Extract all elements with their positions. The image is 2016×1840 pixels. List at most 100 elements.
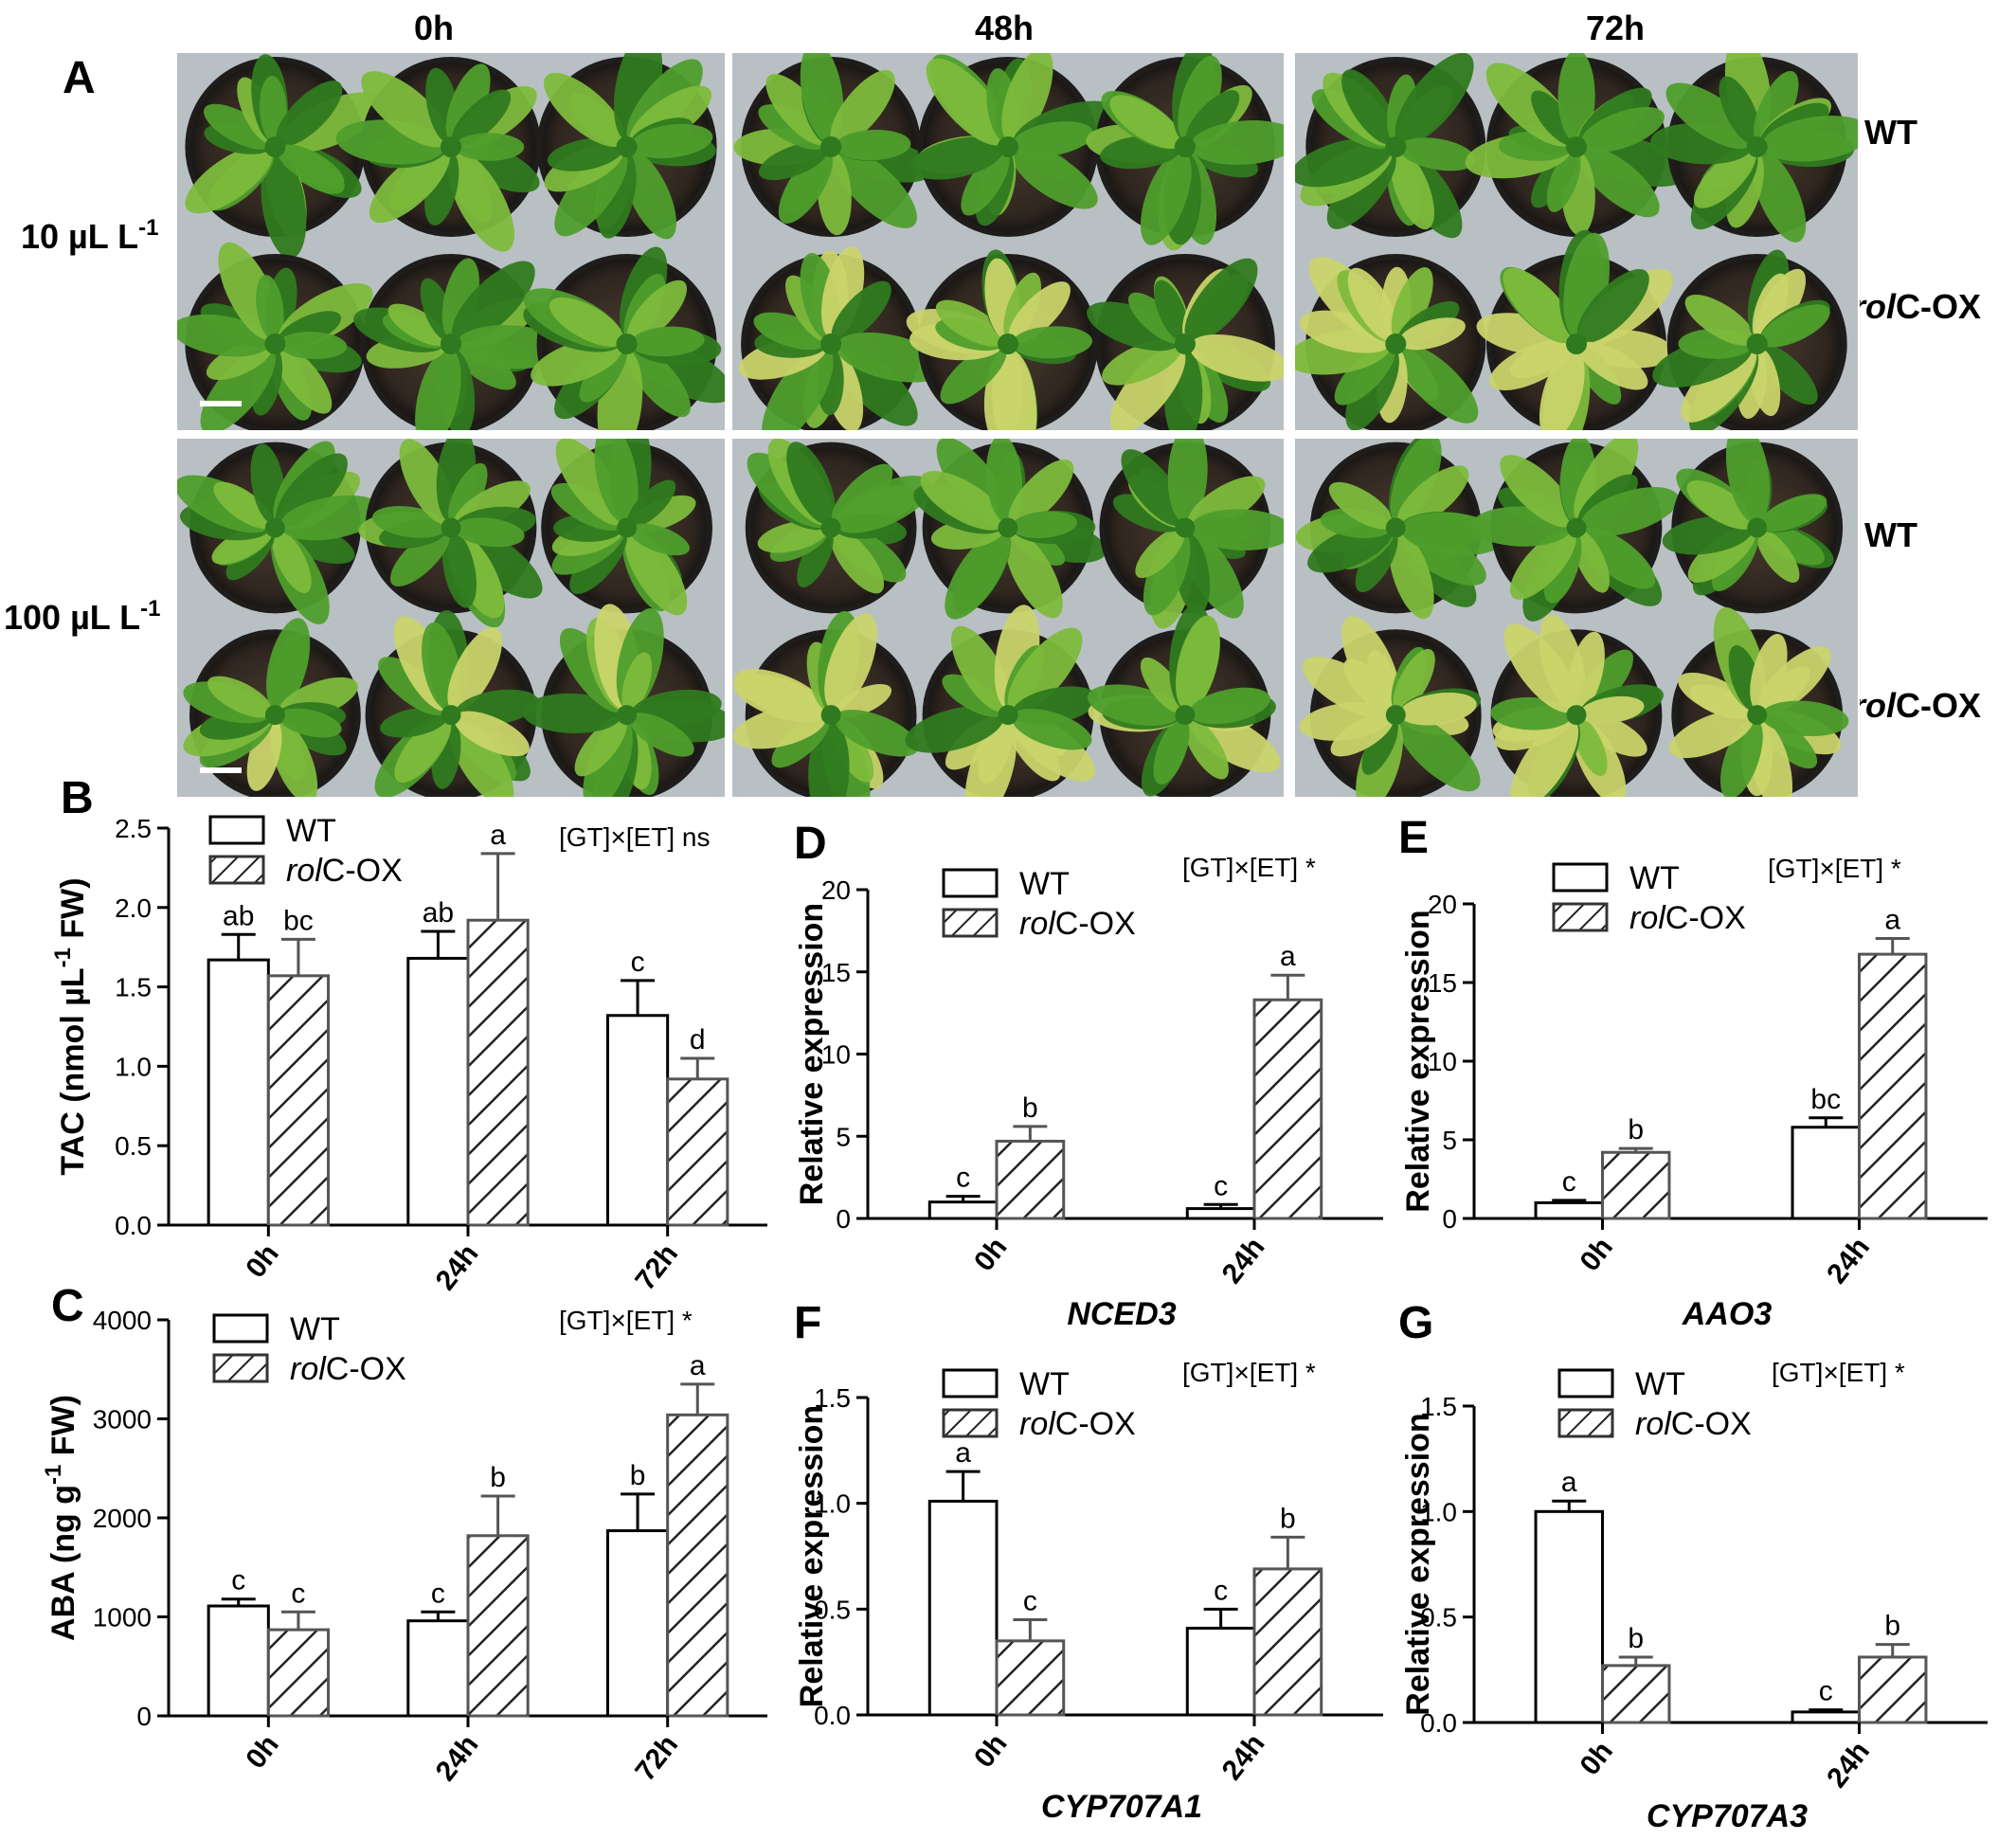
x-tick-label: 0h bbox=[1574, 1736, 1619, 1781]
bar-wt-0h bbox=[1534, 1509, 1605, 1724]
legend-swatch-wt bbox=[212, 1313, 269, 1344]
y-tick-label: 2000 bbox=[93, 1504, 152, 1533]
significance-letter: d bbox=[690, 1024, 706, 1055]
significance-letter: c bbox=[1562, 1166, 1576, 1198]
time-label-72h: 72h bbox=[1586, 9, 1645, 47]
x-axis-label: CYP707A1 bbox=[1041, 1789, 1202, 1825]
y-tick-label: 4000 bbox=[93, 1306, 152, 1335]
y-tick-label: 0.5 bbox=[814, 1595, 851, 1624]
x-tick-label: 0h bbox=[240, 1729, 285, 1775]
photo-cell bbox=[1293, 437, 1860, 799]
y-tick-label: 1.5 bbox=[814, 1383, 851, 1413]
significance-letter: b bbox=[490, 1462, 506, 1493]
concentration-row-100: 100 µL L-1 bbox=[4, 596, 160, 637]
bar-rolc-24h bbox=[1858, 1655, 1928, 1724]
interaction-annotation: [GT]×[ET] * bbox=[1182, 1358, 1316, 1387]
significance-letter: a bbox=[690, 1350, 706, 1381]
bar-rolc-0h bbox=[995, 1139, 1066, 1220]
y-tick-label: 0 bbox=[1442, 1204, 1457, 1234]
legend-label-rolc: rolC-OX bbox=[1019, 1406, 1136, 1442]
y-tick-label: 10 bbox=[821, 1040, 851, 1070]
y-tick-label: 3000 bbox=[93, 1405, 152, 1434]
legend-label-wt: WT bbox=[1635, 1366, 1685, 1402]
significance-letter: a bbox=[1884, 905, 1900, 936]
y-tick-label: 10 bbox=[1428, 1047, 1457, 1076]
panel-letter-g: G bbox=[1398, 1298, 1433, 1348]
panel-letter-d: D bbox=[794, 819, 827, 869]
genotype-label-rolc-top: rolC-OX bbox=[1852, 287, 1981, 326]
legend-swatch-wt bbox=[942, 1368, 999, 1398]
interaction-annotation: [GT]×[ET] * bbox=[1772, 1358, 1905, 1387]
bar-wt-24h bbox=[406, 956, 470, 1227]
x-tick-label: 24h bbox=[430, 1238, 485, 1296]
legend-label-wt: WT bbox=[290, 1311, 340, 1347]
y-tick-label: 2.5 bbox=[115, 814, 152, 843]
y-tick-label: 1.0 bbox=[115, 1052, 152, 1081]
bar-rolc-0h bbox=[266, 1628, 331, 1718]
genotype-label-rolc-bottom: rolC-OX bbox=[1852, 686, 1981, 725]
legend-swatch-wt bbox=[1552, 862, 1609, 893]
y-tick-label: 20 bbox=[1428, 890, 1457, 919]
x-tick-label: 0h bbox=[968, 1728, 1014, 1774]
bar-wt-0h bbox=[927, 1499, 999, 1717]
legend-swatch-rolc bbox=[942, 1408, 999, 1438]
y-tick-label: 5 bbox=[836, 1122, 851, 1151]
y-tick-label: 0.0 bbox=[814, 1701, 851, 1730]
legend-swatch-wt bbox=[942, 868, 999, 898]
legend-label-wt: WT bbox=[1019, 1366, 1070, 1402]
bar-rolc-24h bbox=[1252, 998, 1323, 1220]
x-tick-label: 24h bbox=[430, 1729, 485, 1787]
significance-letter: c bbox=[1819, 1676, 1833, 1707]
legend-label-rolc: rolC-OX bbox=[1629, 900, 1746, 936]
x-axis-label: CYP707A3 bbox=[1647, 1798, 1808, 1834]
legend-swatch-wt bbox=[208, 815, 265, 845]
genotype-label-wt-top: WT bbox=[1864, 113, 1917, 152]
interaction-annotation: [GT]×[ET] * bbox=[1182, 853, 1316, 882]
panel-letter-c: C bbox=[51, 1281, 84, 1331]
significance-letter: ab bbox=[423, 897, 454, 929]
bar-rolc-24h bbox=[1858, 952, 1928, 1220]
y-tick-label: 0.0 bbox=[115, 1211, 152, 1240]
bar-wt-24h bbox=[406, 1619, 470, 1718]
photo-cell bbox=[175, 437, 727, 799]
legend-label-wt: WT bbox=[286, 813, 336, 849]
bar-wt-0h bbox=[927, 1200, 999, 1220]
legend-label-rolc: rolC-OX bbox=[1019, 906, 1136, 942]
significance-letter: c bbox=[956, 1163, 970, 1194]
interaction-annotation: [GT]×[ET] * bbox=[559, 1306, 693, 1335]
significance-letter: bc bbox=[1810, 1084, 1841, 1115]
panel-letter-b: B bbox=[61, 773, 94, 823]
significance-letter: c bbox=[1214, 1170, 1228, 1201]
bar-rolc-24h bbox=[1252, 1567, 1323, 1717]
y-axis-label: Relative expression bbox=[794, 903, 830, 1205]
concentration-row-10: 10 µL L-1 bbox=[21, 215, 158, 256]
panel-letter-f: F bbox=[794, 1298, 821, 1348]
bar-rolc-24h bbox=[466, 1534, 530, 1718]
significance-letter: bc bbox=[283, 905, 314, 936]
photo-cell bbox=[1293, 51, 1860, 432]
y-tick-label: 0.5 bbox=[115, 1131, 152, 1161]
legend-label-wt: WT bbox=[1019, 866, 1070, 902]
y-tick-label: 0.5 bbox=[1420, 1603, 1457, 1633]
photo-cell bbox=[730, 437, 1286, 799]
bar-rolc-0h bbox=[1601, 1664, 1671, 1724]
significance-letter: a bbox=[955, 1437, 971, 1469]
bar-wt-24h bbox=[1791, 1126, 1862, 1220]
significance-letter: c bbox=[231, 1565, 245, 1596]
y-tick-label: 20 bbox=[821, 875, 851, 905]
photo-cell bbox=[730, 51, 1286, 432]
panel-letter-a: A bbox=[63, 53, 96, 103]
significance-letter: a bbox=[490, 820, 506, 851]
legend-swatch-rolc bbox=[1557, 1408, 1614, 1438]
time-label-48h: 48h bbox=[975, 9, 1034, 47]
significance-letter: a bbox=[1561, 1467, 1577, 1498]
y-tick-label: 15 bbox=[1428, 968, 1457, 998]
legend-label-rolc: rolC-OX bbox=[1635, 1406, 1752, 1442]
bar-wt-24h bbox=[1185, 1207, 1256, 1220]
